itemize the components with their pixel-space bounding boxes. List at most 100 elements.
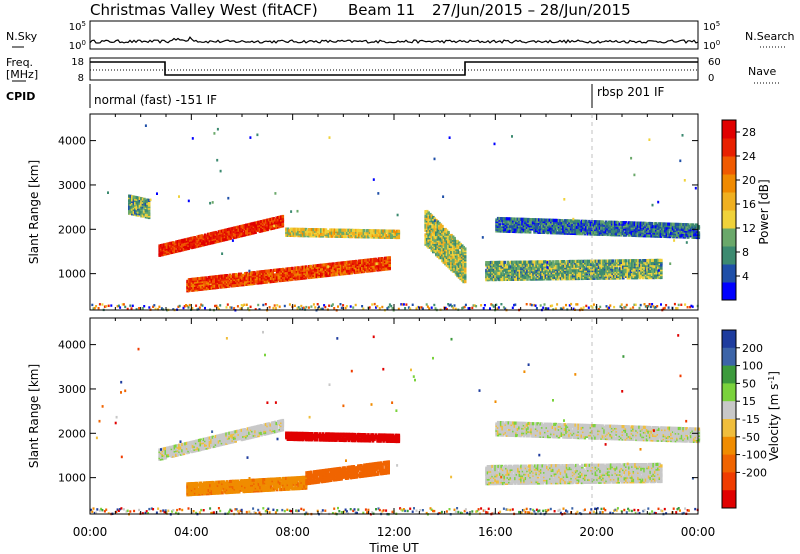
ground-scatter-cell — [453, 304, 456, 307]
data-cell — [550, 267, 554, 272]
data-cell — [269, 276, 273, 281]
data-cell — [382, 258, 385, 262]
data-cell — [525, 230, 529, 234]
data-cell — [620, 221, 623, 225]
freq-tick-bottom: 8 — [78, 73, 84, 84]
data-cell — [609, 220, 612, 224]
data-cell — [459, 242, 462, 247]
data-cell — [453, 243, 456, 247]
data-cell — [585, 219, 588, 223]
ground-scatter-cell — [467, 307, 470, 310]
data-cell — [210, 286, 214, 290]
data-cell — [498, 267, 502, 271]
data-cell — [345, 228, 349, 232]
ground-scatter-cell — [116, 305, 119, 308]
data-cell — [191, 242, 195, 246]
data-cell — [580, 219, 584, 223]
data-cell — [268, 278, 271, 282]
data-cell — [620, 265, 624, 269]
data-cell — [522, 227, 526, 231]
data-cell — [173, 248, 177, 252]
data-cell — [219, 237, 222, 241]
data-cell — [606, 267, 610, 271]
data-cell — [653, 258, 657, 263]
data-cell — [621, 231, 625, 236]
data-cell — [371, 229, 375, 233]
data-cell — [226, 235, 230, 239]
data-cell — [631, 259, 634, 263]
data-cell — [286, 267, 290, 271]
data-cell — [218, 274, 221, 278]
ground-scatter-cell — [230, 306, 233, 309]
data-cell — [597, 228, 600, 232]
ground-scatter-cell — [107, 304, 110, 307]
data-cell — [629, 259, 633, 263]
data-cell — [225, 231, 228, 235]
data-cell — [197, 234, 201, 239]
data-cell — [534, 224, 538, 228]
data-cell — [435, 253, 438, 257]
data-cell — [326, 273, 329, 278]
data-cell — [450, 233, 453, 238]
data-cell — [353, 232, 357, 236]
ground-scatter-cell — [257, 303, 260, 307]
data-cell — [451, 252, 455, 256]
data-cell — [342, 261, 346, 265]
data-cell — [140, 209, 143, 213]
data-cell — [391, 229, 395, 233]
data-cell — [204, 241, 207, 245]
data-cell — [289, 227, 293, 231]
data-cell — [385, 229, 388, 233]
data-cell — [184, 238, 187, 242]
data-cell — [303, 227, 306, 232]
data-cell — [320, 263, 323, 267]
data-cell — [386, 232, 390, 236]
data-cell — [497, 263, 500, 268]
cpid-label: CPID — [6, 90, 35, 103]
data-cell — [429, 244, 432, 248]
data-cell — [501, 229, 504, 233]
data-cell — [269, 269, 273, 273]
data-cell — [562, 260, 566, 264]
data-cell — [245, 223, 248, 227]
data-cell — [222, 229, 225, 233]
data-cell — [257, 278, 261, 282]
ground-scatter-cell — [433, 303, 436, 307]
data-cell — [131, 207, 134, 211]
data-cell — [565, 223, 568, 227]
data-cell — [498, 220, 501, 224]
ground-scatter-cell — [331, 303, 334, 306]
ground-scatter-cell — [340, 306, 343, 310]
data-cell — [189, 282, 192, 286]
data-cell — [199, 276, 203, 280]
data-cell — [427, 216, 430, 220]
data-cell — [636, 221, 640, 225]
data-cell — [430, 217, 434, 221]
data-cell — [291, 227, 294, 231]
data-cell — [572, 219, 576, 223]
data-cell — [245, 271, 249, 275]
data-cell — [179, 245, 183, 249]
data-cell — [671, 222, 675, 226]
data-cell — [518, 273, 522, 277]
data-cell — [577, 269, 581, 273]
data-cell — [445, 229, 449, 233]
data-cell — [219, 285, 223, 289]
data-cell — [512, 268, 516, 272]
data-cell — [361, 229, 364, 233]
data-cell — [251, 222, 254, 226]
data-cell — [138, 201, 142, 205]
data-cell — [294, 227, 297, 231]
data-cell — [435, 223, 438, 227]
data-cell — [674, 225, 678, 230]
ground-scatter-cell — [154, 307, 157, 311]
data-cell — [570, 269, 573, 273]
data-cell — [389, 232, 393, 236]
data-cell — [435, 243, 438, 247]
data-cell — [424, 239, 427, 243]
data-cell — [657, 258, 660, 262]
data-cell — [435, 218, 438, 223]
data-cell — [348, 260, 352, 264]
data-cell — [374, 235, 378, 239]
data-cell — [435, 220, 438, 224]
